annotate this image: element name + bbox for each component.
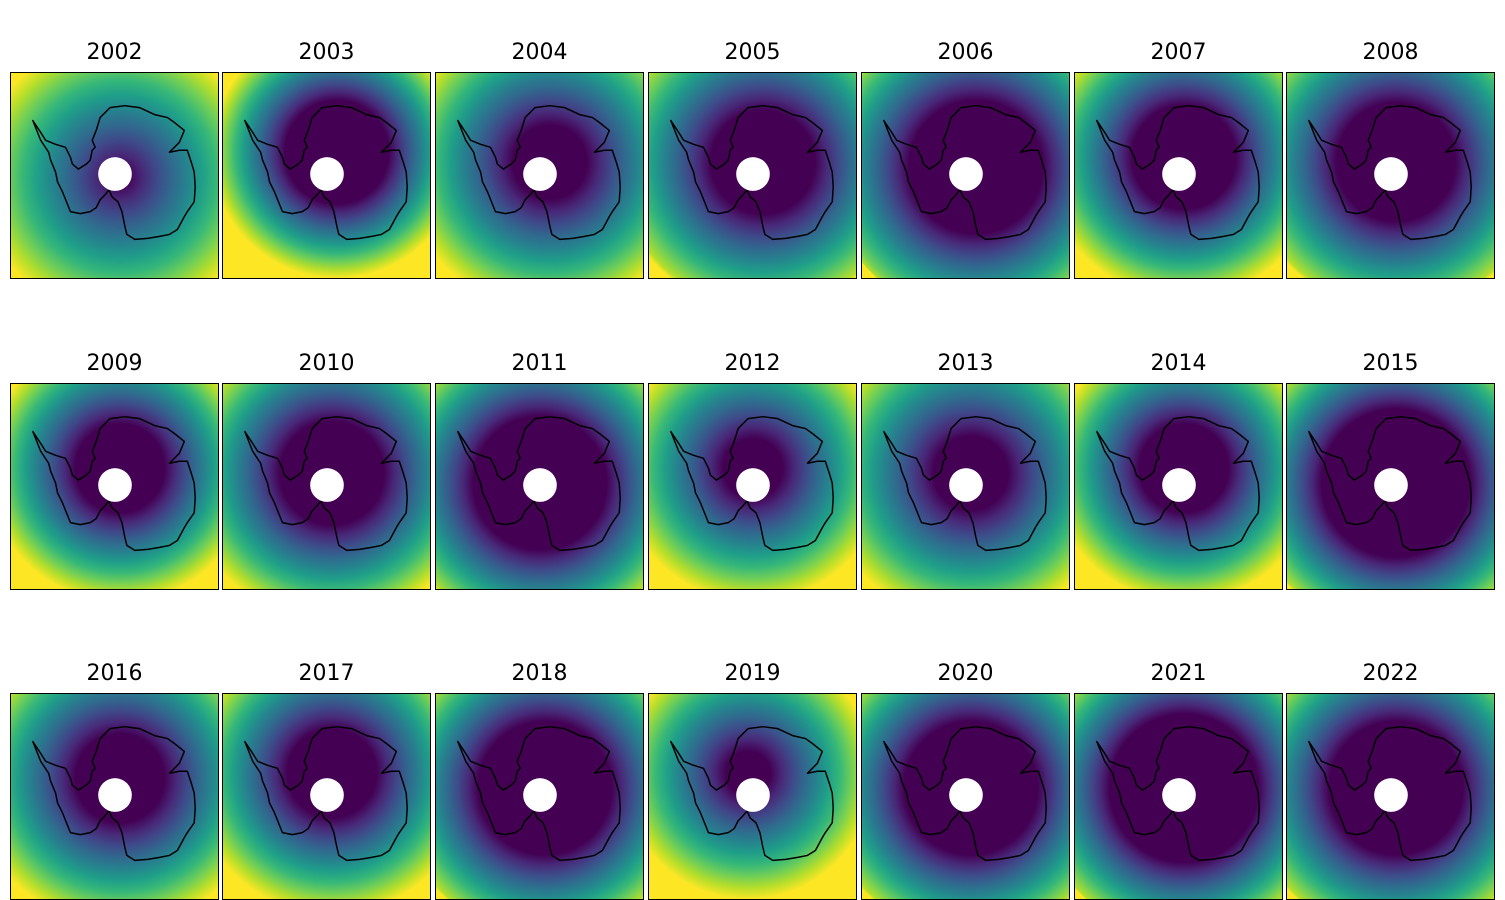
panel-title: 2012 [724, 351, 781, 376]
pole-mask [1374, 157, 1408, 191]
pole-mask [1374, 468, 1408, 502]
panel-title: 2011 [511, 351, 568, 376]
pole-mask [523, 778, 557, 812]
map-panel [222, 72, 431, 279]
panel-title: 2017 [298, 661, 355, 686]
map-panel [1286, 72, 1495, 279]
coastline [670, 725, 834, 862]
pole-mask [1162, 778, 1196, 812]
coastline [1308, 104, 1472, 241]
map-panel [648, 72, 857, 279]
panel-title: 2020 [937, 661, 994, 686]
panel-title: 2006 [937, 40, 994, 65]
map-panel [861, 693, 1070, 900]
pole-mask [98, 157, 132, 191]
coastline [457, 725, 621, 862]
panel-title: 2016 [86, 661, 143, 686]
pole-mask [949, 778, 983, 812]
map-panel [435, 383, 644, 590]
pole-mask [523, 157, 557, 191]
pole-mask [98, 468, 132, 502]
coastline [244, 415, 408, 552]
coastline [32, 415, 196, 552]
map-panel [861, 383, 1070, 590]
map-panel [10, 72, 219, 279]
map-panel [10, 693, 219, 900]
coastline [457, 415, 621, 552]
pole-mask [949, 468, 983, 502]
panel-title: 2021 [1150, 661, 1207, 686]
coastline [670, 104, 834, 241]
map-panel [1286, 383, 1495, 590]
map-panel [1286, 693, 1495, 900]
map-panel [648, 693, 857, 900]
panel-title: 2018 [511, 661, 568, 686]
panel-title: 2013 [937, 351, 994, 376]
map-panel [435, 693, 644, 900]
pole-mask [523, 468, 557, 502]
coastline [1096, 104, 1260, 241]
panel-title: 2002 [86, 40, 143, 65]
panel-title: 2003 [298, 40, 355, 65]
pole-mask [1162, 157, 1196, 191]
panel-title: 2005 [724, 40, 781, 65]
map-panel [222, 383, 431, 590]
coastline [1096, 725, 1260, 862]
pole-mask [310, 468, 344, 502]
map-panel [1074, 383, 1283, 590]
pole-mask [310, 778, 344, 812]
map-panel [1074, 72, 1283, 279]
pole-mask [736, 157, 770, 191]
coastline [883, 725, 1047, 862]
pole-mask [736, 468, 770, 502]
panel-title: 2015 [1362, 351, 1419, 376]
coastline [1308, 415, 1472, 552]
panel-title: 2004 [511, 40, 568, 65]
panel-title: 2019 [724, 661, 781, 686]
map-panel [1074, 693, 1283, 900]
pole-mask [949, 157, 983, 191]
panel-title: 2022 [1362, 661, 1419, 686]
panel-title: 2008 [1362, 40, 1419, 65]
coastline [670, 415, 834, 552]
panel-title: 2007 [1150, 40, 1207, 65]
pole-mask [98, 778, 132, 812]
map-panel [10, 383, 219, 590]
panel-title: 2009 [86, 351, 143, 376]
coastline [244, 725, 408, 862]
map-panel [648, 383, 857, 590]
coastline [1308, 725, 1472, 862]
coastline [1096, 415, 1260, 552]
coastline [883, 104, 1047, 241]
map-panel [435, 72, 644, 279]
pole-mask [310, 157, 344, 191]
pole-mask [1162, 468, 1196, 502]
pole-mask [1374, 778, 1408, 812]
map-panel [222, 693, 431, 900]
map-panel [861, 72, 1070, 279]
panel-title: 2014 [1150, 351, 1207, 376]
pole-mask [736, 778, 770, 812]
coastline [883, 415, 1047, 552]
coastline [244, 104, 408, 241]
panel-title: 2010 [298, 351, 355, 376]
coastline [457, 104, 621, 241]
coastline [32, 104, 196, 241]
coastline [32, 725, 196, 862]
